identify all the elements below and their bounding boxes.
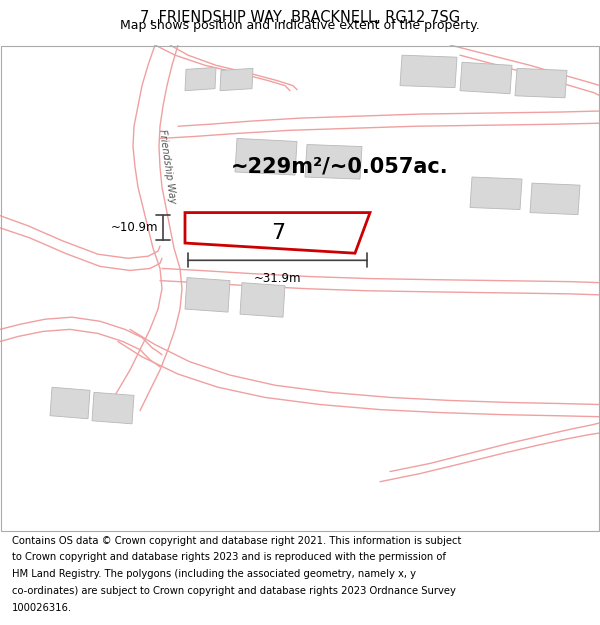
Text: HM Land Registry. The polygons (including the associated geometry, namely x, y: HM Land Registry. The polygons (includin… [12,569,416,579]
Text: ~10.9m: ~10.9m [110,221,158,234]
Polygon shape [235,138,297,175]
Text: 100026316.: 100026316. [12,603,72,613]
Polygon shape [185,68,216,91]
Polygon shape [470,177,522,209]
Text: 7, FRIENDSHIP WAY, BRACKNELL, RG12 7SG: 7, FRIENDSHIP WAY, BRACKNELL, RG12 7SG [140,10,460,25]
Polygon shape [240,282,285,317]
Text: 7: 7 [271,223,285,243]
Polygon shape [460,62,512,94]
Text: Map shows position and indicative extent of the property.: Map shows position and indicative extent… [120,19,480,32]
Polygon shape [530,183,580,214]
Polygon shape [220,68,253,91]
Polygon shape [185,278,230,312]
Text: ~31.9m: ~31.9m [254,272,301,286]
Polygon shape [92,392,134,424]
Text: Contains OS data © Crown copyright and database right 2021. This information is : Contains OS data © Crown copyright and d… [12,536,461,546]
Polygon shape [400,55,457,88]
Polygon shape [515,68,567,98]
Text: ~229m²/~0.057ac.: ~229m²/~0.057ac. [231,157,449,177]
Polygon shape [185,213,370,253]
Text: Friendship Way: Friendship Way [157,129,177,205]
Polygon shape [50,388,90,419]
Text: to Crown copyright and database rights 2023 and is reproduced with the permissio: to Crown copyright and database rights 2… [12,552,446,562]
Text: co-ordinates) are subject to Crown copyright and database rights 2023 Ordnance S: co-ordinates) are subject to Crown copyr… [12,586,456,596]
Polygon shape [305,144,362,179]
